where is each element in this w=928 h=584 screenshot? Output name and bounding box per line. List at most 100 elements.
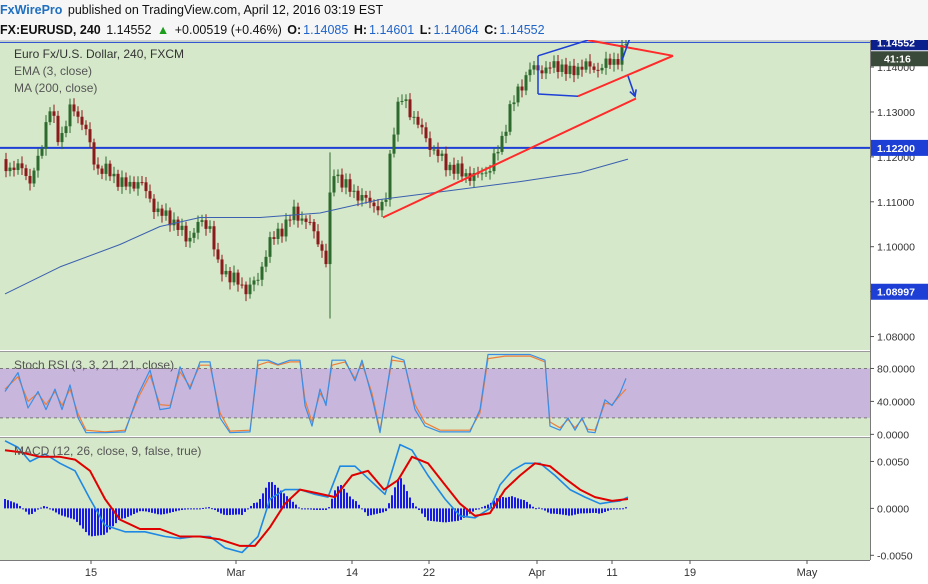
candle-body: [460, 163, 464, 177]
countdown-badge: [871, 51, 928, 67]
chart-svg[interactable]: 1.080001.090001.100001.110001.120001.130…: [0, 40, 928, 584]
close-label: C:: [484, 23, 498, 37]
candle-body: [600, 67, 604, 71]
candle-body: [176, 219, 180, 230]
macd-hist-bar: [337, 486, 339, 509]
pane-divider: [0, 351, 870, 352]
candle-body: [84, 124, 88, 130]
channel-line[interactable]: [537, 93, 579, 97]
macd-hist-bar: [544, 508, 546, 511]
macd-hist-bar: [481, 507, 483, 509]
candle-body: [320, 244, 324, 251]
arrow-down-icon[interactable]: [627, 75, 636, 97]
macd-hist-bar: [439, 508, 441, 522]
macd-hist-bar: [7, 500, 9, 509]
macd-hist-bar: [271, 482, 273, 509]
macd-hist-bar: [331, 498, 333, 509]
macd-hist-bar: [421, 508, 423, 514]
ma200-line: [4, 158, 629, 295]
candle-body: [380, 201, 384, 211]
macd-hist-bar: [127, 508, 129, 517]
candle-body: [68, 104, 72, 127]
macd-hist-bar: [391, 495, 393, 509]
macd-hist-bar: [268, 482, 270, 509]
macd-hist-bar: [460, 508, 462, 520]
macd-hist-bar: [442, 508, 444, 523]
candle-body: [152, 198, 156, 213]
time-tick-label: May: [797, 567, 818, 579]
macd-hist-bar: [484, 505, 486, 509]
macd-hist-bar: [502, 497, 504, 509]
candle-body: [576, 66, 580, 76]
trendline[interactable]: [577, 54, 674, 98]
candle-body: [120, 177, 124, 187]
candle-body: [156, 208, 160, 213]
candle-body: [388, 153, 392, 200]
macd-hist-bar: [118, 508, 120, 520]
price-change: +0.00519 (+0.46%): [174, 23, 282, 37]
macd-hist-bar: [133, 508, 135, 515]
candle-body: [220, 259, 224, 275]
candle-body: [216, 249, 220, 260]
candle-body: [568, 65, 572, 75]
arrow-up-icon[interactable]: [621, 40, 632, 61]
macd-hist-bar: [601, 508, 603, 514]
candle-body: [108, 163, 112, 177]
macd-hist-bar: [223, 508, 225, 515]
candle-body: [264, 256, 268, 267]
symbol-label: FX:EURUSD, 240: [0, 23, 101, 37]
candle-body: [20, 163, 24, 169]
macd-hist-bar: [172, 508, 174, 513]
macd-hist-bar: [523, 500, 525, 509]
macd-hist-bar: [199, 508, 201, 510]
price-chart-title: Euro Fx/U.S. Dollar, 240, FXCM: [14, 47, 184, 61]
candle-body: [300, 218, 304, 221]
macd-hist-bar: [139, 508, 141, 512]
macd-hist-bar: [130, 508, 132, 516]
macd-hist-bar: [196, 508, 198, 510]
macd-hist-bar: [226, 508, 228, 516]
macd-hist-bar: [589, 508, 591, 514]
macd-hist-bar: [574, 508, 576, 515]
macd-hist-bar: [334, 490, 336, 509]
trendline[interactable]: [587, 40, 674, 57]
macd-hist-bar: [184, 508, 186, 510]
macd-hist-bar: [505, 497, 507, 509]
candle-body: [236, 272, 240, 285]
channel-line[interactable]: [537, 40, 589, 57]
macd-hist-bar: [259, 499, 261, 509]
candle-body: [608, 58, 612, 65]
trendline[interactable]: [382, 97, 637, 219]
macd-tick-label: -0.0050: [877, 550, 913, 562]
macd-hist-bar: [298, 507, 300, 509]
close-value: 1.14552: [499, 23, 545, 37]
macd-hist-bar: [598, 508, 600, 514]
candle-body: [412, 116, 416, 118]
brand-name[interactable]: FxWirePro: [0, 3, 63, 17]
candle-body: [312, 221, 316, 232]
stoch-tick-label: 40.0000: [877, 396, 915, 408]
macd-hist-bar: [16, 503, 18, 509]
candle-body: [564, 64, 568, 75]
macd-pane: [0, 438, 870, 560]
macd-hist-bar: [10, 501, 12, 509]
macd-hist-bar: [142, 508, 144, 512]
candle-body: [452, 164, 456, 174]
open-label: O:: [287, 23, 302, 37]
macd-hist-bar: [244, 508, 246, 512]
macd-hist-bar: [13, 502, 15, 509]
macd-hist-bar: [406, 491, 408, 509]
candle-body: [456, 163, 460, 174]
price-tick-label: 1.13000: [877, 107, 915, 119]
macd-hist-bar: [616, 508, 618, 510]
candle-body: [288, 219, 292, 221]
candle-body: [572, 65, 576, 76]
candle-body: [364, 195, 368, 198]
stoch-tick-label: 80.0000: [877, 363, 915, 375]
candle-body: [500, 135, 504, 152]
macd-hist-bar: [424, 508, 426, 518]
macd-hist-bar: [400, 478, 402, 509]
macd-hist-bar: [619, 508, 621, 510]
macd-hist-bar: [37, 508, 39, 510]
candle-body: [128, 181, 132, 187]
